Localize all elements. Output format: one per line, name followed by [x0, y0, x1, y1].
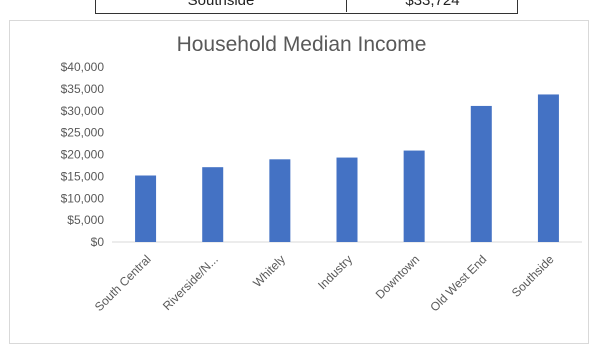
y-tick-label: $5,000 [67, 213, 104, 227]
data-table-fragment: Southside $33,724 [95, 0, 518, 14]
x-tick-label: Old West End [427, 252, 489, 314]
y-tick-label: $0 [91, 235, 105, 249]
y-tick-label: $20,000 [61, 148, 105, 162]
y-tick-label: $40,000 [61, 60, 105, 74]
bar[interactable] [470, 105, 492, 242]
x-tick-label: Riverside/N... [160, 252, 221, 313]
y-tick-label: $35,000 [61, 82, 105, 96]
bars [135, 94, 559, 243]
y-tick-label: $25,000 [61, 126, 105, 140]
bar[interactable] [403, 150, 425, 242]
bar[interactable] [269, 159, 291, 242]
chart-title: Household Median Income [176, 33, 427, 56]
x-tick-label: Whitely [250, 252, 288, 290]
y-tick-label: $30,000 [61, 104, 105, 118]
bar[interactable] [202, 167, 224, 242]
bar[interactable] [537, 94, 559, 243]
x-tick-label: South Central [92, 252, 154, 314]
x-tick-label: Downtown [373, 252, 423, 302]
y-tick-label: $15,000 [61, 169, 105, 183]
table-cell-label: Southside [187, 0, 255, 9]
y-tick-label: $10,000 [61, 191, 105, 205]
x-axis-labels: South Central Riverside/N... Whitely Indust… [92, 252, 557, 314]
bar[interactable] [135, 175, 157, 243]
y-axis-ticks: $0 $5,000 $10,000 $15,000 $20,000 $25,000 $30,… [61, 60, 105, 249]
table-cell-value: $33,724 [346, 0, 517, 12]
x-tick-label: Industry [315, 252, 355, 292]
bar[interactable] [336, 157, 358, 242]
chart-area[interactable] [9, 20, 589, 344]
x-tick-label: Southside [509, 252, 557, 300]
